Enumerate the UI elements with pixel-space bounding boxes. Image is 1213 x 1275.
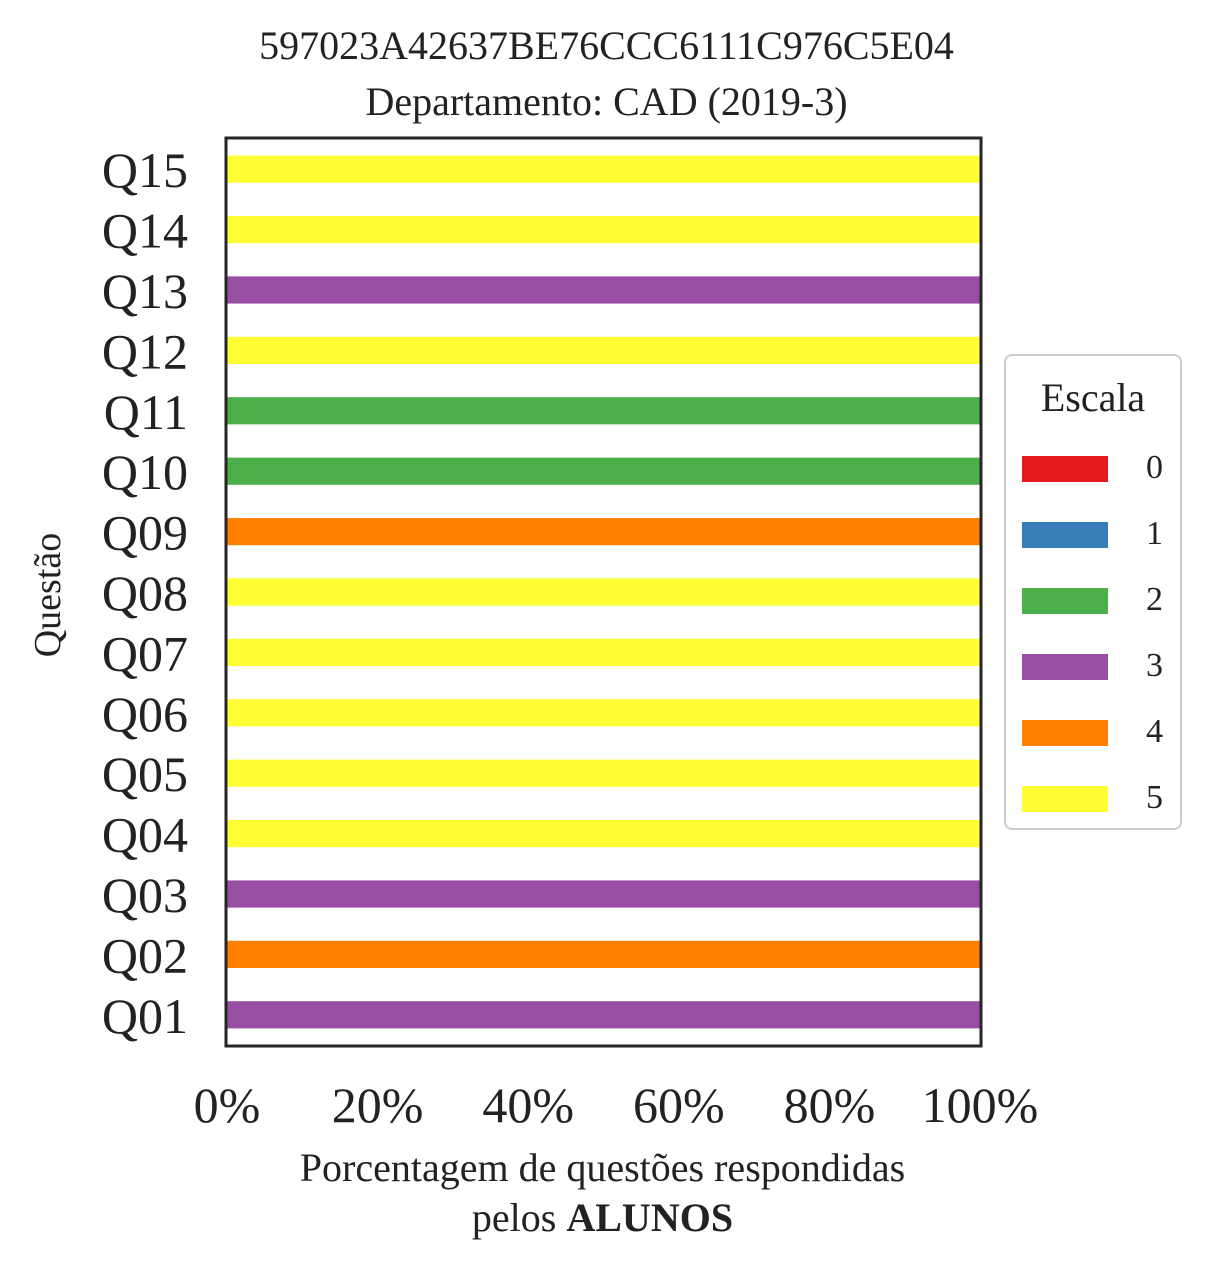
legend-item-4: 4: [1022, 712, 1172, 752]
legend-label: 5: [1146, 779, 1163, 816]
y-tick-label: Q15: [102, 142, 188, 198]
legend-swatch: [1022, 720, 1108, 746]
x-axis-label-prefix: pelos: [471, 1195, 567, 1240]
legend-title: Escala: [1040, 375, 1146, 420]
bar-q03-scale-3: [227, 880, 980, 908]
legend-item-0: 0: [1022, 448, 1172, 488]
y-tick-label: Q09: [102, 505, 188, 561]
y-tick-label: Q07: [102, 625, 188, 681]
x-axis-label-bold: ALUNOS: [566, 1195, 734, 1240]
legend-label: 3: [1146, 647, 1163, 684]
bar-q15-scale-5: [227, 155, 980, 183]
legend-label: 4: [1146, 713, 1163, 750]
bar-q13-scale-3: [227, 276, 980, 304]
y-tick-label: Q04: [102, 807, 188, 863]
y-tick-label: Q03: [102, 867, 188, 923]
bar-q09-scale-4: [227, 518, 980, 546]
chart-title-line1: 597023A42637BE76CCC6111C976C5E04: [259, 23, 954, 68]
legend-item-3: 3: [1022, 646, 1172, 686]
legend-item-1: 1: [1022, 514, 1172, 554]
bar-q10-scale-2: [227, 457, 980, 485]
bar-q07-scale-5: [227, 638, 980, 666]
x-axis-label-line2: pelos ALUNOS: [225, 1194, 980, 1242]
bar-q11-scale-2: [227, 397, 980, 425]
x-tick-label: 100%: [922, 1077, 1039, 1133]
bar-q06-scale-5: [227, 699, 980, 727]
plot-frame: [224, 136, 983, 1048]
y-tick-label: Q08: [102, 565, 188, 621]
y-tick-label: Q05: [102, 746, 188, 802]
y-tick-label: Q14: [102, 203, 188, 259]
bar-q12-scale-5: [227, 336, 980, 364]
bar-q08-scale-5: [227, 578, 980, 606]
bar-q02-scale-4: [227, 940, 980, 968]
y-axis-label: Questão: [27, 532, 69, 658]
bar-q05-scale-5: [227, 759, 980, 787]
x-tick-label: 60%: [633, 1077, 725, 1133]
y-tick-label: Q10: [102, 444, 188, 500]
y-tick-label: Q11: [104, 384, 188, 440]
y-tick-label: Q01: [102, 988, 188, 1044]
legend-item-2: 2: [1022, 580, 1172, 620]
legend-label: 1: [1146, 515, 1163, 552]
x-axis-label-line1: Porcentagem de questões respondidas: [299, 1145, 906, 1190]
legend-swatch: [1022, 654, 1108, 680]
legend: Escala 0 1 2 3 4 5: [1004, 354, 1182, 830]
y-tick-label: Q02: [102, 927, 188, 983]
y-tick-label: Q13: [102, 263, 188, 319]
x-tick-label: 20%: [332, 1077, 424, 1133]
legend-item-5: 5: [1022, 778, 1172, 818]
bar-q04-scale-5: [227, 820, 980, 848]
x-tick-label: 80%: [784, 1077, 876, 1133]
x-tick-label: 40%: [482, 1077, 574, 1133]
y-tick-label: Q12: [102, 323, 188, 379]
legend-label: 0: [1146, 449, 1163, 486]
legend-swatch: [1022, 786, 1108, 812]
legend-swatch: [1022, 522, 1108, 548]
chart-title-line2: Departamento: CAD (2019-3): [365, 79, 848, 124]
bar-q01-scale-3: [227, 1001, 980, 1029]
legend-swatch: [1022, 588, 1108, 614]
bar-q14-scale-5: [227, 216, 980, 244]
x-tick-label: 0%: [194, 1077, 261, 1133]
legend-swatch: [1022, 456, 1108, 482]
legend-label: 2: [1146, 581, 1163, 618]
y-tick-label: Q06: [102, 686, 188, 742]
